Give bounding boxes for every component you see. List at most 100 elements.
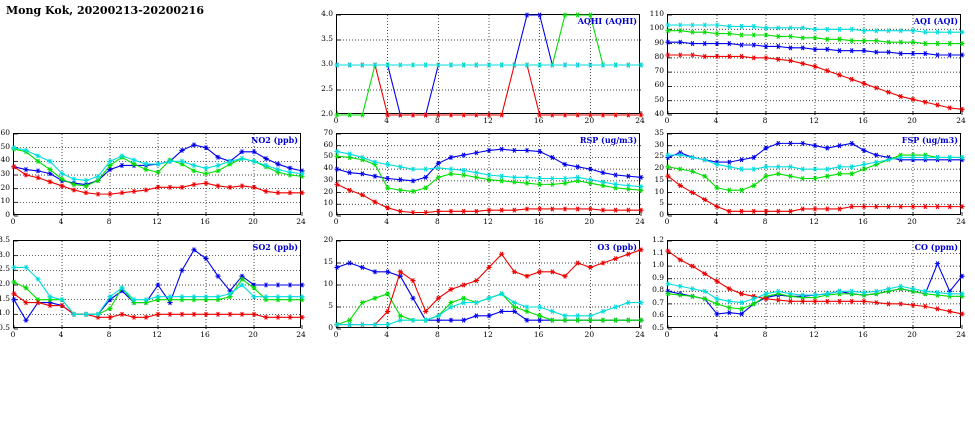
- plot-area-aqhi: [334, 12, 644, 118]
- x-tick-label: 8: [762, 330, 768, 339]
- y-tick-label: 110: [649, 9, 664, 18]
- chart-title-aqi: AQI (AQI): [913, 16, 958, 26]
- plot-svg-rsp: [334, 133, 644, 217]
- x-tick-label: 16: [200, 330, 210, 339]
- x-tick-label: 12: [483, 116, 493, 125]
- y-tick-label: 50: [654, 94, 664, 104]
- y-tick-label: 30: [323, 174, 333, 184]
- y-tick-label: 40: [654, 109, 664, 118]
- x-tick-label: 24: [296, 217, 306, 226]
- y-tick-label: 60: [323, 139, 333, 149]
- x-tick-label: 12: [809, 217, 819, 226]
- plot-svg-so2: [11, 240, 305, 330]
- y-tick-label: 2.0: [0, 279, 10, 288]
- x-tick-label: 24: [956, 330, 966, 339]
- x-tick-label: 20: [248, 217, 258, 226]
- y-tick-label: 0.5: [0, 323, 10, 332]
- x-tick-label: 20: [248, 330, 258, 339]
- chart-title-co: CO (ppm): [914, 242, 958, 252]
- y-tick-label: 5: [328, 301, 333, 310]
- x-tick-label: 24: [956, 217, 966, 226]
- x-tick-label: 0: [333, 116, 339, 125]
- y-tick-label: 50: [0, 141, 10, 151]
- y-tick-label: 0.6: [652, 310, 664, 320]
- y-tick-label: 1.2: [652, 235, 664, 244]
- y-tick-label: 10: [654, 186, 664, 196]
- y-tick-label: 1.5: [0, 293, 10, 303]
- plot-area-o3: [334, 240, 644, 330]
- plot-area-co: [665, 240, 965, 330]
- x-tick-label: 0: [10, 217, 16, 226]
- x-tick-label: 4: [713, 217, 719, 226]
- x-tick-label: 0: [333, 330, 339, 339]
- y-tick-label: 60: [0, 128, 10, 137]
- plot-svg-aqhi: [334, 12, 644, 118]
- series-markers-series3: [334, 181, 644, 216]
- x-tick-label: 20: [907, 217, 917, 226]
- x-tick-label: 12: [483, 217, 493, 226]
- series-markers-series4: [334, 62, 644, 68]
- x-tick-label: 8: [762, 116, 768, 125]
- x-tick-label: 16: [858, 217, 868, 226]
- y-tick-label: 40: [323, 163, 333, 173]
- x-tick-label: 12: [809, 330, 819, 339]
- x-tick-label: 4: [384, 330, 390, 339]
- x-tick-label: 12: [483, 330, 493, 339]
- x-tick-label: 8: [434, 116, 440, 125]
- y-tick-label: 2.5: [0, 264, 10, 274]
- plot-svg-o3: [334, 240, 644, 330]
- y-tick-label: 0.9: [652, 272, 664, 282]
- plot-svg-no2: [11, 133, 305, 217]
- plot-area-fsp: [665, 133, 965, 217]
- plot-area-no2: [11, 133, 305, 217]
- y-tick-label: 20: [323, 235, 333, 244]
- x-tick-label: 24: [635, 116, 645, 125]
- x-tick-label: 16: [858, 116, 868, 125]
- y-tick-label: 10: [323, 279, 333, 288]
- y-tick-label: 30: [0, 169, 10, 178]
- x-tick-label: 4: [713, 330, 719, 339]
- y-tick-label: 90: [654, 37, 664, 47]
- y-tick-label: 70: [323, 128, 333, 137]
- x-tick-label: 24: [296, 330, 306, 339]
- x-tick-label: 24: [635, 330, 645, 339]
- series-markers-series4: [665, 281, 965, 306]
- series-markers-series2: [334, 291, 644, 328]
- chart-title-so2: SO2 (ppb): [252, 242, 298, 252]
- x-tick-label: 20: [584, 330, 595, 339]
- y-tick-label: 10: [0, 196, 10, 206]
- y-tick-label: 60: [654, 80, 664, 90]
- chart-panel-so2: SO2 (ppb) 0.5 1.0 1.5 2.0 2.5 3.0 3.5 0 4 8 12 16 20 2…: [0, 236, 306, 338]
- x-tick-label: 8: [434, 330, 440, 339]
- x-tick-label: 24: [956, 116, 966, 125]
- x-tick-label: 12: [152, 217, 162, 226]
- series-markers-series4: [11, 264, 305, 317]
- plot-area-aqi: [665, 14, 965, 116]
- plot-area-so2: [11, 240, 305, 330]
- y-tick-label: 4.0: [321, 9, 333, 18]
- x-tick-label: 16: [533, 217, 544, 226]
- x-tick-label: 4: [58, 330, 64, 339]
- y-tick-label: 3.0: [0, 249, 10, 259]
- y-tick-label: 20: [0, 182, 10, 192]
- chart-title-aqhi: AQHI (AQHI): [577, 16, 637, 26]
- y-tick-label: 15: [323, 257, 333, 266]
- series-markers-series2: [665, 28, 965, 47]
- plot-svg-co: [665, 240, 965, 330]
- y-tick-label: 80: [654, 51, 664, 61]
- series-markers-series4: [334, 291, 644, 328]
- chart-panel-no2: NO2 (ppb) 0 10 20 30 40 50 60 0 4 8 12 16 20 24: [0, 129, 305, 225]
- y-tick-label: 40: [0, 155, 10, 165]
- y-tick-label: 0.8: [652, 285, 664, 295]
- plot-area-rsp: [334, 133, 644, 217]
- y-tick-label: 0.5: [652, 323, 664, 332]
- series-markers-series4: [665, 152, 965, 172]
- y-tick-label: 3.0: [321, 59, 333, 68]
- chart-panel-fsp: FSP (ug/m3) 0 5 10 15 20 25 30 35 0 4 8 12 16 20 24: [654, 129, 965, 225]
- x-tick-label: 16: [200, 217, 210, 226]
- y-tick-label: 30: [654, 139, 664, 149]
- series-markers-series1: [334, 146, 644, 184]
- y-tick-label: 100: [649, 23, 664, 33]
- y-tick-label: 2.0: [321, 109, 333, 118]
- series-markers-series3: [665, 248, 965, 317]
